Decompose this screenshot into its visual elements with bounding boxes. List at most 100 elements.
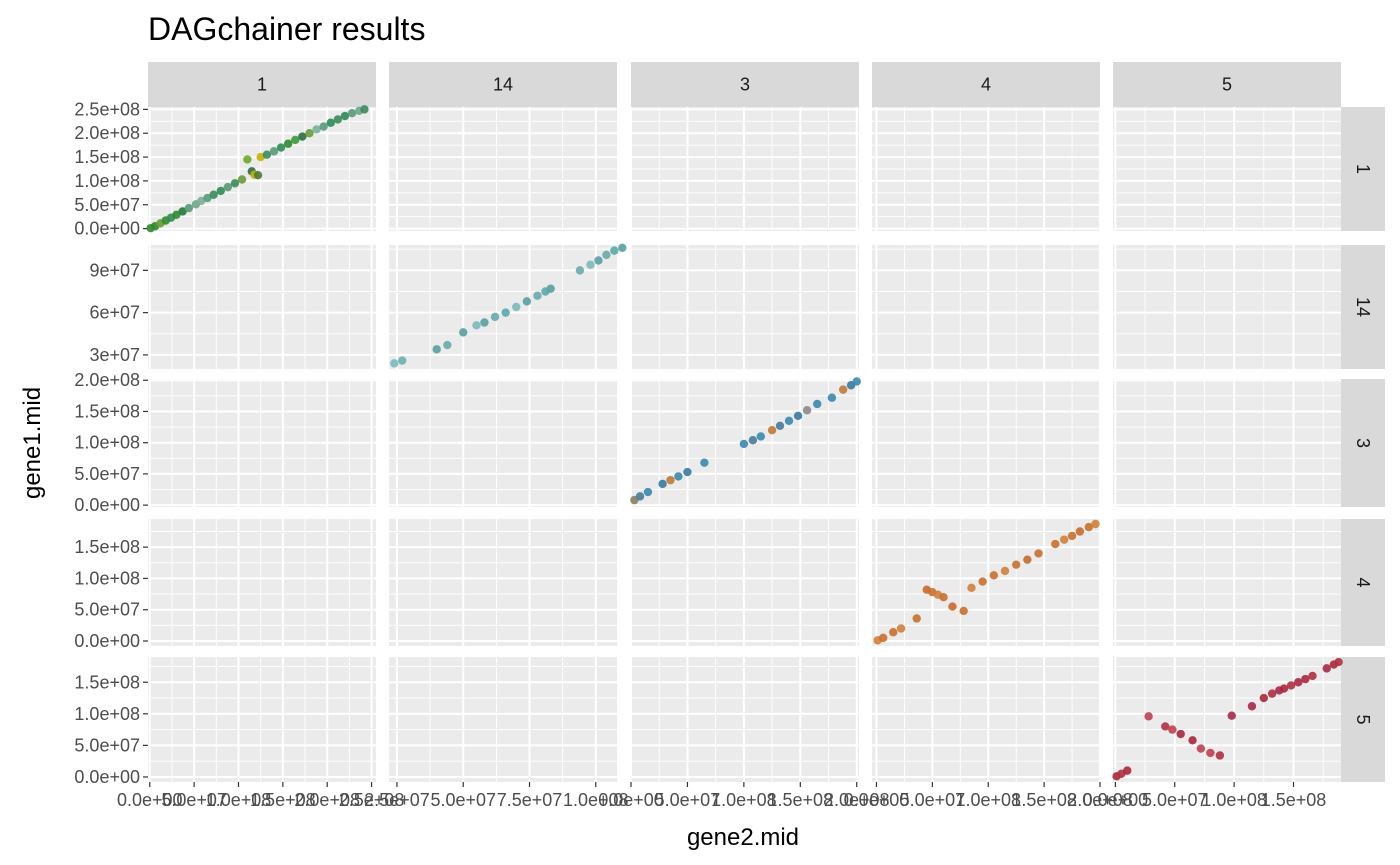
data-point xyxy=(203,193,212,203)
panel-bg xyxy=(389,245,617,369)
data-point xyxy=(939,593,948,602)
data-point xyxy=(1247,702,1257,711)
data-point xyxy=(602,250,611,260)
x-tick-label: 0.0e+00 xyxy=(598,790,664,810)
data-point xyxy=(1011,560,1021,569)
y-tick-label: 3e+07 xyxy=(89,345,140,365)
data-point xyxy=(480,318,489,327)
y-tick-label: 1.0e+08 xyxy=(74,171,140,191)
data-point xyxy=(472,321,481,330)
data-point xyxy=(209,190,218,199)
data-point xyxy=(305,129,314,138)
y-tick-label: 5.0e+07 xyxy=(74,195,140,215)
panel-bg xyxy=(872,245,1100,369)
data-point xyxy=(756,432,766,441)
data-point xyxy=(230,179,240,188)
data-point xyxy=(1075,527,1085,536)
data-point xyxy=(793,411,803,421)
data-point xyxy=(443,340,452,350)
points-layer xyxy=(146,105,1343,781)
data-point xyxy=(243,155,252,164)
data-point xyxy=(643,487,653,497)
x-tick-label: 1.5e+08 xyxy=(1011,790,1077,810)
data-point xyxy=(501,308,510,317)
data-point xyxy=(522,297,532,306)
data-point xyxy=(1060,535,1069,544)
col-strip-label: 4 xyxy=(981,75,991,95)
data-point xyxy=(291,135,300,145)
data-point xyxy=(432,345,441,354)
data-point xyxy=(312,125,321,134)
x-tick-label: 0.0e+00 xyxy=(117,790,183,810)
data-point xyxy=(1196,744,1206,753)
x-tick-label: 1.0e+08 xyxy=(206,790,272,810)
x-tick-label: 1.5e+08 xyxy=(768,790,834,810)
row-strip-label: 5 xyxy=(1353,714,1373,724)
data-point xyxy=(594,256,603,265)
y-tick-label: 2.5e+08 xyxy=(74,99,140,119)
x-tick-label: 0.0e+00 xyxy=(844,790,910,810)
x-tick-label: 1.0e+08 xyxy=(1201,790,1267,810)
data-point xyxy=(1176,729,1185,739)
row-strip xyxy=(1341,379,1385,507)
panel-layer xyxy=(148,107,1341,782)
panel-bg xyxy=(148,657,376,782)
data-point xyxy=(989,571,999,580)
panel-bg xyxy=(1113,245,1341,369)
x-tick-label: 0.0e+00 xyxy=(1083,790,1149,810)
y-axis-title: gene1.mid xyxy=(19,387,46,499)
x-tick-label: 7.5e+07 xyxy=(497,790,563,810)
data-point xyxy=(658,479,667,489)
panel-bg xyxy=(389,519,617,646)
data-point xyxy=(852,377,861,386)
data-point xyxy=(575,266,585,275)
panel-bg xyxy=(389,657,617,782)
data-point xyxy=(319,122,328,131)
data-point xyxy=(618,243,627,253)
y-tick-label: 5.0e+07 xyxy=(74,464,140,484)
col-strip-label: 14 xyxy=(493,75,513,95)
data-point xyxy=(739,439,749,449)
row-strip xyxy=(1341,657,1385,782)
data-point xyxy=(333,115,343,124)
data-point xyxy=(223,182,233,192)
data-point xyxy=(948,602,957,611)
data-point xyxy=(1322,664,1331,673)
chart-title: DAGchainer results xyxy=(148,11,425,47)
x-tick-label: 1.0e+08 xyxy=(563,790,629,810)
data-point xyxy=(784,416,794,426)
data-point xyxy=(1091,519,1100,529)
x-tick-label: 1.0e+08 xyxy=(711,790,777,810)
x-tick-label: 5.0e+07 xyxy=(161,790,227,810)
col-strip-label: 3 xyxy=(740,75,750,95)
panel-bg xyxy=(1113,519,1341,646)
y-tick-label: 9e+07 xyxy=(89,260,140,280)
data-point xyxy=(184,203,194,213)
y-tick-label: 1.0e+08 xyxy=(74,433,140,453)
col-strip xyxy=(148,62,376,107)
y-tick-label: 0.0e+00 xyxy=(74,767,140,787)
data-point xyxy=(262,150,272,159)
x-tick-label: 2.0e+08 xyxy=(824,790,890,810)
data-point xyxy=(1259,693,1269,703)
data-point xyxy=(1034,549,1043,558)
y-tick-label: 0.0e+00 xyxy=(74,495,140,515)
data-point xyxy=(1000,566,1010,576)
data-point xyxy=(178,207,187,216)
data-point xyxy=(533,291,542,300)
data-point xyxy=(1067,531,1077,541)
data-point xyxy=(1267,689,1277,698)
data-point xyxy=(889,628,898,637)
col-strip xyxy=(389,62,617,107)
row-strip xyxy=(1341,245,1385,369)
data-point xyxy=(1301,674,1310,684)
y-tick-label: 0.0e+00 xyxy=(74,219,140,239)
y-tick-label: 1.5e+08 xyxy=(74,401,140,421)
data-point xyxy=(298,132,307,141)
data-point xyxy=(827,393,837,402)
y-tick-label: 0.0e+00 xyxy=(74,631,140,651)
row-strip-label: 14 xyxy=(1353,297,1373,317)
data-point xyxy=(360,105,369,114)
row-strip-label: 1 xyxy=(1353,164,1373,174)
panel-bg xyxy=(872,657,1100,782)
